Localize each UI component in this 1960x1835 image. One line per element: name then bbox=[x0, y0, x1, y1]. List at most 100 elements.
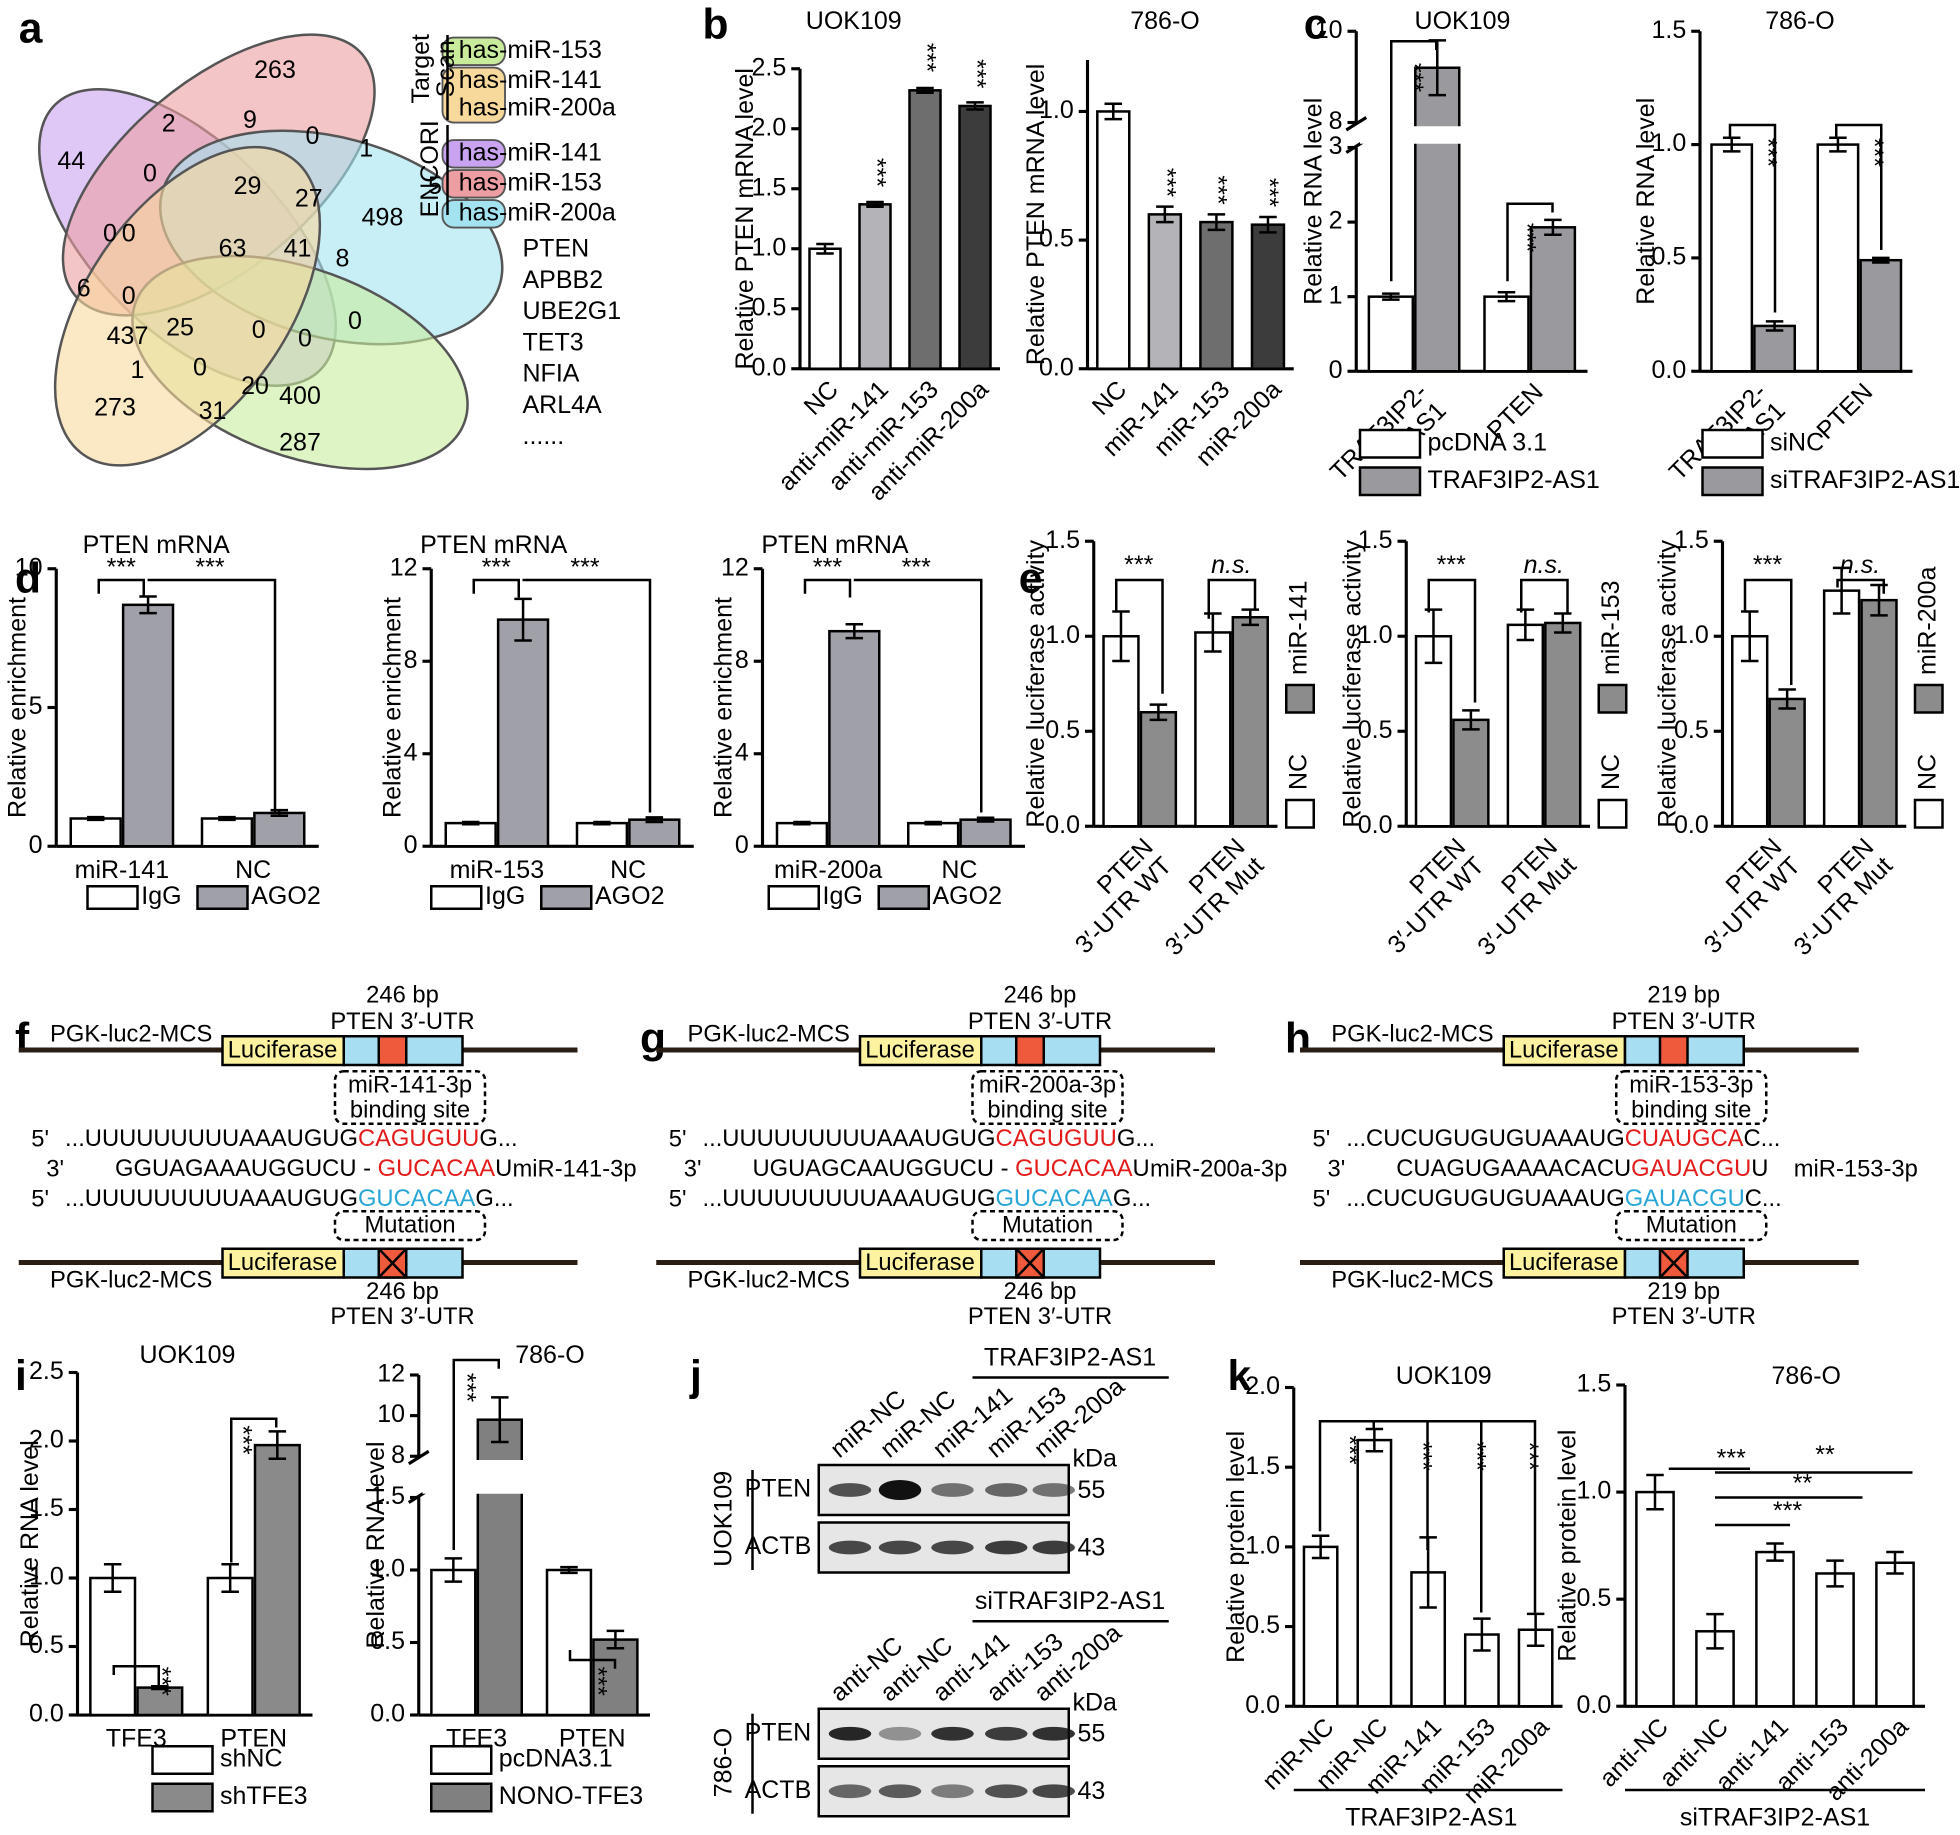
sequence: ...UUUUUUUUUAAAUGUGCAGUGUUG... bbox=[65, 1125, 518, 1152]
bar bbox=[89, 1576, 137, 1717]
bar bbox=[1822, 589, 1861, 828]
significance: *** bbox=[1754, 138, 1782, 167]
vector-label: PGK-luc2-MCS bbox=[1331, 1267, 1493, 1294]
bar bbox=[958, 104, 992, 371]
error-bar bbox=[976, 816, 995, 823]
cell-label: 786-O bbox=[710, 1728, 738, 1797]
significance: *** bbox=[1335, 1435, 1363, 1464]
gene-name: PTEN bbox=[523, 235, 590, 263]
y-tick-label: 0.5 bbox=[1245, 1611, 1280, 1639]
bar bbox=[1302, 1545, 1339, 1708]
significance: *** bbox=[1753, 551, 1782, 579]
venn-count: 0 bbox=[252, 316, 266, 344]
legend-swatch bbox=[1358, 466, 1422, 497]
y-tick-label: 0.5 bbox=[751, 293, 786, 321]
legend-swatch bbox=[1701, 466, 1764, 497]
bar bbox=[1096, 110, 1131, 370]
bar bbox=[1695, 1630, 1735, 1708]
significance: *** bbox=[1152, 168, 1180, 197]
site-callout bbox=[333, 1070, 487, 1125]
blot-band bbox=[931, 1483, 974, 1497]
gene-name: UBE2G1 bbox=[523, 297, 622, 325]
legend-label: TRAF3IP2-AS1 bbox=[1428, 466, 1600, 494]
mutation-callout bbox=[1615, 1210, 1768, 1242]
venn-count: 2 bbox=[162, 110, 176, 138]
venn-count: 0 bbox=[143, 160, 157, 188]
site-box bbox=[1658, 1035, 1689, 1067]
blot-band bbox=[1032, 1483, 1075, 1497]
legend-swatch bbox=[86, 885, 139, 910]
x-tick-label: miR-200a bbox=[774, 856, 882, 884]
significance-bracket bbox=[230, 1417, 278, 1563]
bar bbox=[1102, 635, 1140, 828]
insert-size: 246 bp bbox=[366, 982, 439, 1009]
venn-count: 20 bbox=[241, 372, 269, 400]
error-bar bbox=[816, 242, 834, 255]
venn-count: 0 bbox=[122, 282, 136, 310]
reporter-label: Luciferase bbox=[1509, 1037, 1619, 1064]
error-bar bbox=[491, 1396, 509, 1444]
bar bbox=[430, 1568, 477, 1717]
significance-bracket bbox=[112, 1665, 160, 1688]
bar bbox=[1231, 615, 1269, 828]
error-bar bbox=[1554, 612, 1572, 634]
panel-label: b bbox=[703, 2, 729, 49]
vector-label: PGK-luc2-MCS bbox=[688, 1020, 850, 1047]
blot-band bbox=[985, 1726, 1028, 1741]
error-bar bbox=[645, 816, 664, 824]
sequence-part: ...CUCUGUGUGUAAAUG bbox=[1346, 1185, 1624, 1212]
significance: *** bbox=[902, 553, 931, 581]
site-box bbox=[1015, 1035, 1045, 1067]
y-tick-label: 1.0 bbox=[370, 1555, 405, 1583]
venn-count: 41 bbox=[284, 235, 312, 263]
error-bar bbox=[593, 820, 611, 826]
group-label: TRAF3IP2-AS1 bbox=[984, 1343, 1156, 1371]
venn-count: 25 bbox=[166, 313, 194, 341]
venn-count: 1 bbox=[359, 135, 373, 163]
bar bbox=[1367, 295, 1415, 373]
bar bbox=[808, 247, 842, 370]
legend-label: siTRAF3IP2-AS1 bbox=[1770, 466, 1960, 494]
significance-bracket bbox=[1728, 123, 1777, 313]
y-tick-label: 2.5 bbox=[751, 53, 786, 81]
bar bbox=[575, 821, 629, 848]
y-tick-label: 2.0 bbox=[751, 113, 786, 141]
y-tick-label: 1.0 bbox=[1245, 1531, 1280, 1559]
sequence-part: UGUAGCAAUGGUCU - bbox=[753, 1155, 1016, 1182]
y-axis-label: Relative PTEN mRNA level bbox=[731, 68, 759, 369]
y-tick-label: 12 bbox=[390, 553, 418, 581]
y-tick-label: 1.5 bbox=[1674, 526, 1709, 554]
bar bbox=[200, 817, 254, 848]
bar bbox=[1194, 631, 1232, 828]
sequence: ...UUUUUUUUUAAAUGUGGUCACAAG... bbox=[703, 1185, 1152, 1212]
y-tick-label: 1.0 bbox=[29, 1563, 64, 1591]
utr-label: PTEN 3′-UTR bbox=[330, 1303, 474, 1330]
gene-name: ARL4A bbox=[523, 391, 603, 419]
sequence-prime: 5' bbox=[1313, 1185, 1331, 1212]
insert-size: 219 bp bbox=[1647, 1278, 1720, 1305]
sequence-part: ...UUUUUUUUUAAAUGUG bbox=[65, 1125, 358, 1152]
venn-count: 5 bbox=[428, 172, 442, 200]
site-box bbox=[377, 1035, 408, 1067]
luciferase-box bbox=[858, 1247, 983, 1279]
utr-label: PTEN 3′-UTR bbox=[330, 1008, 474, 1035]
venn-swatch bbox=[441, 139, 506, 169]
bar bbox=[775, 821, 829, 848]
y-tick-label: 0 bbox=[404, 831, 418, 859]
legend-swatch bbox=[1285, 798, 1315, 829]
significance: *** bbox=[813, 553, 842, 581]
legend-label: IgG bbox=[485, 882, 525, 910]
bar bbox=[959, 818, 1012, 848]
vector-label: PGK-luc2-MCS bbox=[50, 1267, 212, 1294]
blot-band bbox=[1032, 1726, 1075, 1741]
y-tick-label: 4 bbox=[404, 738, 418, 766]
error-bar bbox=[1311, 1534, 1330, 1560]
chart-title: UOK109 bbox=[140, 1341, 236, 1369]
error-bar bbox=[1365, 1427, 1384, 1453]
error-bar bbox=[444, 1557, 463, 1583]
group-label: siTRAF3IP2-AS1 bbox=[1680, 1803, 1870, 1831]
legend-label: AGO2 bbox=[251, 882, 320, 910]
protein-label: PTEN bbox=[745, 1718, 812, 1746]
error-bar bbox=[1207, 213, 1226, 232]
mirna-label: miR-153-3p bbox=[1794, 1155, 1918, 1182]
